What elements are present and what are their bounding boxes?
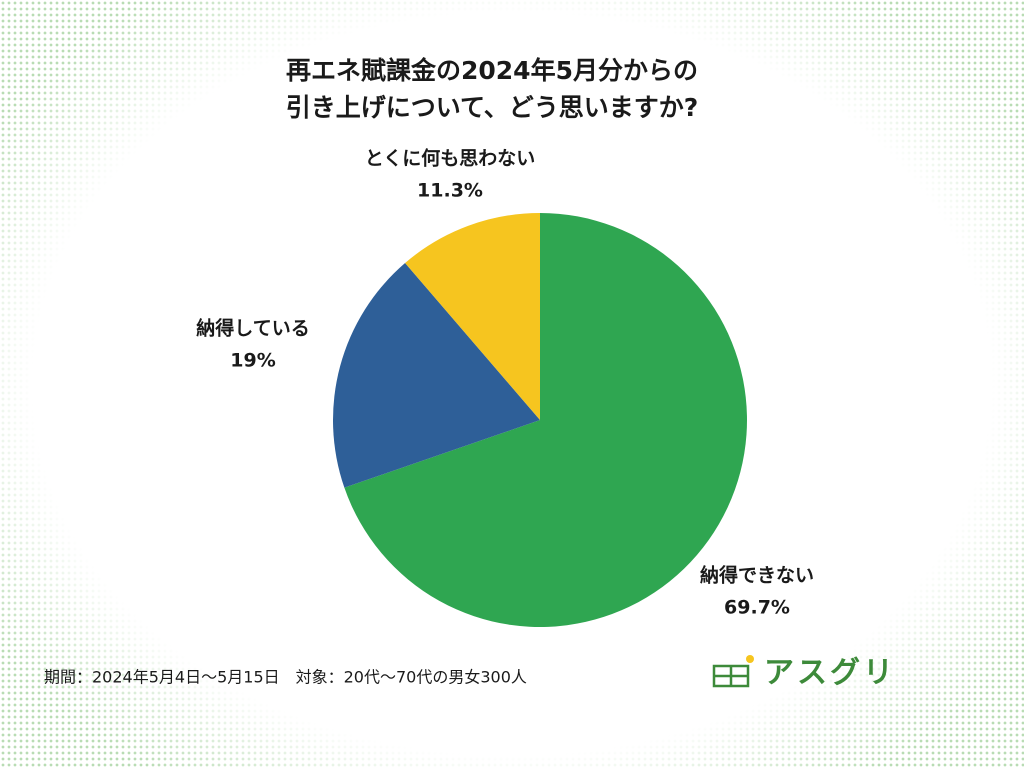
pie-slice bbox=[333, 263, 540, 488]
pie-slice bbox=[405, 213, 540, 420]
chart-title: 再エネ賦課金の2024年5月分からの bbox=[286, 56, 698, 85]
slice-label: 納得できない bbox=[700, 564, 814, 587]
pie-slice bbox=[344, 213, 747, 628]
value-label: 69.7% bbox=[724, 597, 790, 619]
value-label: 19% bbox=[230, 350, 275, 372]
value-label: 11.3% bbox=[417, 180, 483, 202]
logo-icon bbox=[712, 655, 754, 688]
slice-label: 納得している bbox=[196, 317, 309, 340]
chart-title: 引き上げについて、どう思いますか? bbox=[286, 93, 699, 122]
slice-label: とくに何も思わない bbox=[365, 147, 535, 170]
logo: アスグリ bbox=[764, 656, 896, 691]
note: 期間：2024年5月4日～5月15日 対象：20代～70代の男女300人 bbox=[44, 668, 527, 687]
